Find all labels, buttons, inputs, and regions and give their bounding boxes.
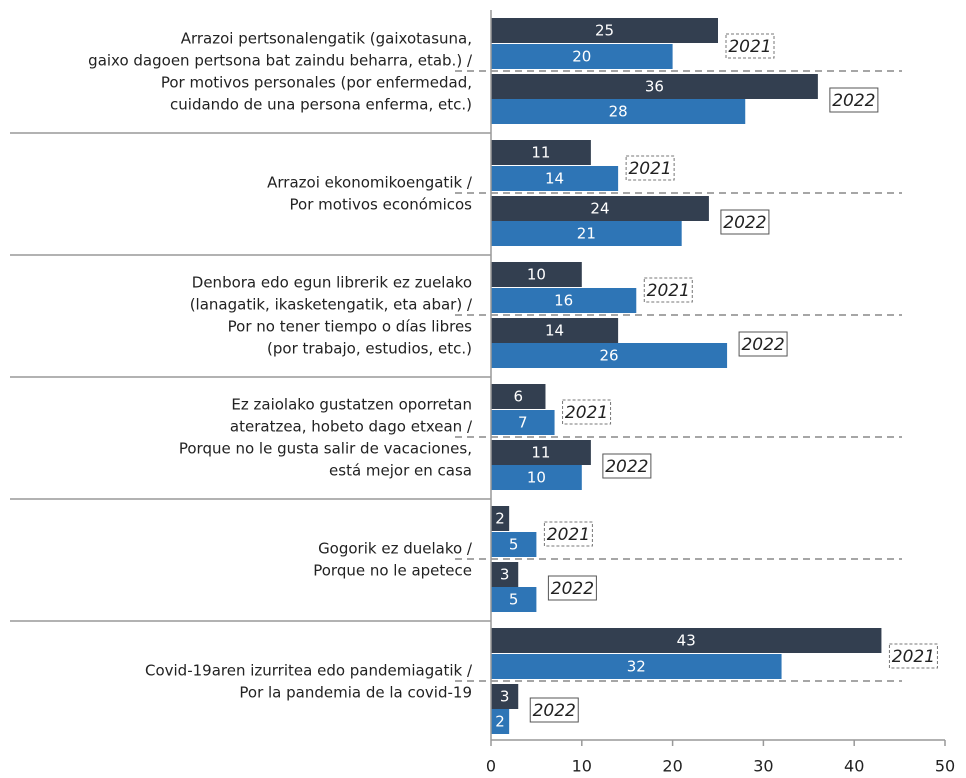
- bar: [491, 74, 818, 99]
- bar: [491, 318, 619, 343]
- category-label: cuidando de una persona enferma, etc.): [170, 96, 472, 114]
- bar: [491, 587, 537, 612]
- category-label: Por no tener tiempo o días libres: [228, 318, 473, 336]
- category-label: Por motivos económicos: [290, 196, 473, 214]
- value-label: 36: [645, 78, 664, 96]
- x-tick-label: 50: [935, 757, 955, 776]
- year-label: 2021: [628, 159, 671, 179]
- value-label: 43: [677, 632, 696, 650]
- bar: [491, 562, 519, 587]
- value-label: 2: [495, 713, 505, 731]
- bar: [491, 465, 582, 490]
- bar: [491, 262, 582, 287]
- value-label: 10: [527, 469, 546, 487]
- year-label: 2022: [741, 335, 784, 355]
- value-label: 25: [595, 22, 614, 40]
- category-label: Porque no le gusta salir de vacaciones,: [179, 440, 472, 458]
- bar: [491, 44, 673, 69]
- value-label: 11: [531, 144, 550, 162]
- value-label: 14: [545, 170, 564, 188]
- category-label: Porque no le apetece: [313, 562, 472, 580]
- category-label: Arrazoi ekonomikoengatik /: [267, 174, 473, 192]
- category-label: Ez zaiolako gustatzen oporretan: [231, 396, 472, 414]
- value-label: 2: [495, 510, 505, 528]
- year-box: [543, 521, 593, 547]
- year-label: 2022: [832, 91, 875, 111]
- value-label: 11: [531, 444, 550, 462]
- year-label: 2021: [565, 403, 608, 423]
- value-label: 5: [509, 591, 519, 609]
- year-label: 2021: [547, 525, 590, 545]
- x-tick-label: 20: [662, 757, 682, 776]
- category-label: Por la pandemia de la covid-19: [239, 684, 472, 702]
- category-label: Por motivos personales (por enfermedad,: [161, 74, 472, 92]
- category-label: gaixo dagoen pertsona bat zaindu beharra…: [88, 52, 473, 70]
- category-label: Denbora edo egun librerik ez zuelako: [192, 274, 472, 292]
- year-box: [529, 697, 579, 723]
- year-box: [738, 331, 788, 357]
- value-label: 21: [577, 225, 596, 243]
- year-label: 2022: [723, 213, 766, 233]
- category-label: ateratzea, hobeto dago etxean /: [230, 418, 473, 436]
- bar: [491, 99, 746, 124]
- year-box: [888, 643, 938, 669]
- value-label: 28: [609, 103, 628, 121]
- category-label: (por trabajo, estudios, etc.): [267, 340, 472, 358]
- bar: [491, 628, 882, 653]
- value-label: 20: [572, 48, 591, 66]
- bar: [491, 18, 718, 43]
- year-label: 2022: [551, 579, 594, 599]
- year-box: [643, 277, 693, 303]
- bar: [491, 440, 591, 465]
- year-box: [547, 575, 597, 601]
- bar: [491, 140, 591, 165]
- bar: [491, 221, 682, 246]
- year-label: 2022: [605, 457, 648, 477]
- year-box: [625, 155, 675, 181]
- value-label: 6: [513, 388, 523, 406]
- year-box: [720, 209, 770, 235]
- bar: [491, 288, 637, 313]
- category-label: Gogorik ez duelako /: [318, 540, 473, 558]
- bar: [491, 384, 546, 409]
- year-label: 2021: [728, 37, 771, 57]
- value-label: 3: [500, 566, 510, 584]
- bar: [491, 410, 555, 435]
- category-label: Covid-19aren izurritea edo pandemiagatik…: [145, 662, 473, 680]
- value-label: 16: [554, 292, 573, 310]
- value-label: 32: [627, 658, 646, 676]
- year-label: 2022: [533, 701, 576, 721]
- bar: [491, 196, 709, 221]
- year-box: [829, 87, 879, 113]
- category-label: (lanagatik, ikasketengatik, eta abar) /: [190, 296, 473, 314]
- category-label: Arrazoi pertsonalengatik (gaixotasuna,: [181, 30, 472, 48]
- x-tick-label: 30: [753, 757, 773, 776]
- bar: [491, 343, 728, 368]
- year-label: 2021: [892, 647, 935, 667]
- year-box: [602, 453, 652, 479]
- year-label: 2021: [647, 281, 690, 301]
- x-tick-label: 0: [486, 757, 496, 776]
- value-label: 3: [500, 688, 510, 706]
- value-label: 5: [509, 536, 519, 554]
- bar: [491, 709, 510, 734]
- bar: [491, 506, 510, 531]
- year-box: [725, 33, 775, 59]
- bar: [491, 532, 537, 557]
- value-label: 24: [590, 200, 609, 218]
- bar: [491, 654, 782, 679]
- x-tick-label: 40: [844, 757, 864, 776]
- bar: [491, 684, 519, 709]
- bar: [491, 166, 619, 191]
- category-label: está mejor en casa: [329, 462, 472, 480]
- x-tick-label: 10: [572, 757, 592, 776]
- year-box: [562, 399, 612, 425]
- value-label: 26: [599, 347, 618, 365]
- value-label: 7: [518, 414, 528, 432]
- value-label: 14: [545, 322, 564, 340]
- value-label: 10: [527, 266, 546, 284]
